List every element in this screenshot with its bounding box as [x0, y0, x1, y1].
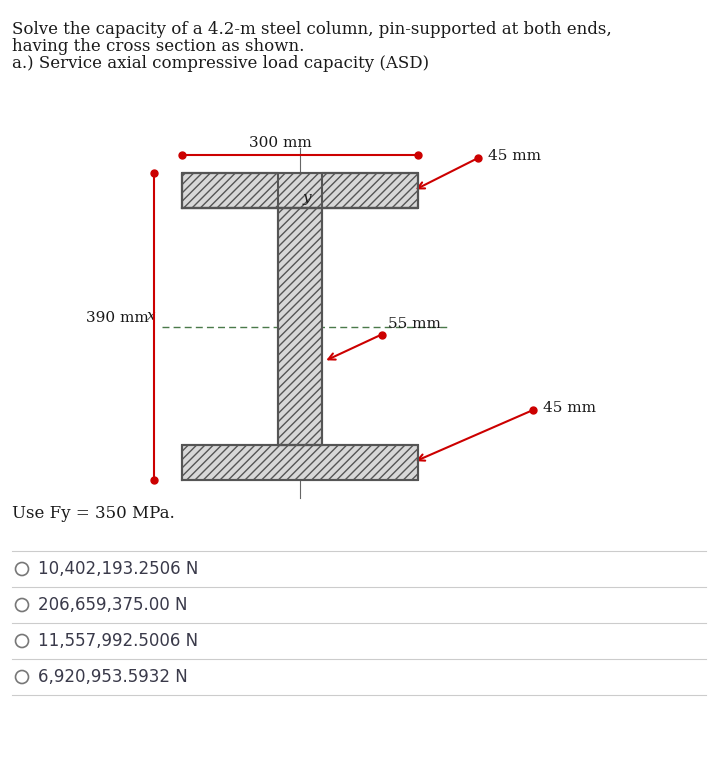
Text: 45 mm: 45 mm	[543, 401, 596, 415]
Text: 45 mm: 45 mm	[488, 149, 541, 163]
Circle shape	[16, 634, 29, 648]
Text: y: y	[303, 191, 312, 205]
Text: 6,920,953.5932 N: 6,920,953.5932 N	[38, 668, 187, 686]
Bar	[182, 173, 418, 208]
Text: 11,557,992.5006 N: 11,557,992.5006 N	[38, 632, 198, 650]
Text: 10,402,193.2506 N: 10,402,193.2506 N	[38, 560, 198, 578]
Text: a.) Service axial compressive load capacity (ASD): a.) Service axial compressive load capac…	[12, 55, 429, 72]
Circle shape	[16, 562, 29, 576]
Text: having the cross section as shown.: having the cross section as shown.	[12, 38, 304, 55]
Text: Solve the capacity of a 4.2-m steel column, pin-supported at both ends,: Solve the capacity of a 4.2-m steel colu…	[12, 21, 612, 38]
Text: 300 mm: 300 mm	[248, 136, 312, 150]
Text: 206,659,375.00 N: 206,659,375.00 N	[38, 596, 187, 614]
Text: 390 mm: 390 mm	[86, 312, 149, 326]
Text: 55 mm: 55 mm	[388, 317, 441, 331]
Circle shape	[16, 598, 29, 612]
Text: Use Fy = 350 MPa.: Use Fy = 350 MPa.	[12, 505, 174, 522]
Circle shape	[16, 670, 29, 684]
Text: x: x	[147, 309, 156, 323]
Bar	[182, 445, 418, 480]
Bar	[279, 208, 322, 445]
